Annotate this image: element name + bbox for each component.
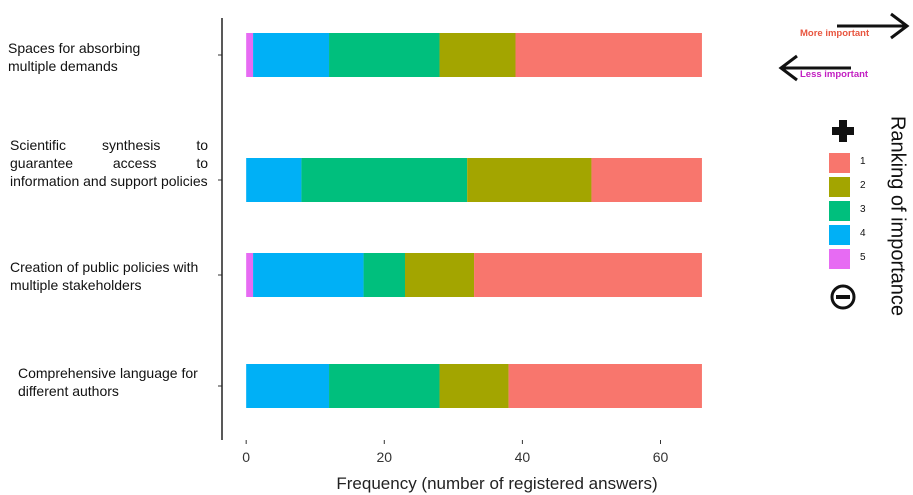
category-label-comprehensive-language: Comprehensive language for different aut…	[18, 365, 198, 399]
bar-segment-rank-3-creation-of-public-polic	[363, 253, 405, 297]
legend-item-2: 2	[829, 177, 889, 197]
bar-segment-rank-3-scientific-synthesis-to-	[301, 158, 468, 202]
minus-circle-icon	[830, 284, 856, 310]
legend-title: Ranking of importance	[886, 115, 909, 317]
bar-segment-rank-1-comprehensive-language-f	[508, 364, 702, 408]
x-tick-label: 60	[653, 449, 669, 465]
legend-item-4: 4	[829, 225, 889, 245]
bar-segment-rank-2-scientific-synthesis-to-	[467, 158, 592, 202]
bar-segment-rank-4-spaces-for-absorbing-mul	[253, 33, 330, 77]
legend-swatch-1	[829, 153, 850, 173]
legend-swatch-3	[829, 201, 850, 221]
legend-label-1: 1	[860, 156, 866, 167]
bar-segment-rank-5-spaces-for-absorbing-mul	[246, 33, 254, 77]
bar-segment-rank-3-comprehensive-language-f	[329, 364, 440, 408]
less-important-label: Less important	[800, 69, 869, 80]
bar-segment-rank-1-creation-of-public-polic	[474, 253, 702, 297]
bar-segment-rank-5-creation-of-public-polic	[246, 253, 254, 297]
right-arrow-icon	[837, 12, 910, 40]
legend-item-5: 5	[829, 249, 889, 269]
bar-segment-rank-4-comprehensive-language-f	[246, 364, 330, 408]
bar-segment-rank-2-spaces-for-absorbing-mul	[439, 33, 516, 77]
legend-label-3: 3	[860, 204, 866, 215]
legend-item-3: 3	[829, 201, 889, 221]
x-tick-label: 40	[515, 449, 531, 465]
legend-item-1: 1	[829, 153, 889, 173]
bar-segment-rank-2-comprehensive-language-f	[439, 364, 509, 408]
bar-segment-rank-2-creation-of-public-polic	[405, 253, 475, 297]
x-axis: 0 20 40 60	[221, 18, 669, 465]
category-label-scientific-synthesis: Scientific synthesis to guarantee access…	[10, 137, 208, 189]
x-tick-label: 20	[376, 449, 392, 465]
more-important-label: More important	[800, 28, 870, 39]
category-label-spaces: Spaces for absorbing multiple demands	[8, 40, 141, 74]
legend-label-4: 4	[860, 228, 866, 239]
category-label-public-policies: Creation of public policies with multipl…	[10, 259, 199, 293]
legend-label-2: 2	[860, 180, 866, 191]
x-axis-label: Frequency (number of registered answers)	[336, 474, 657, 493]
legend-swatch-4	[829, 225, 850, 245]
plus-icon	[832, 120, 854, 142]
bar-segment-rank-1-spaces-for-absorbing-mul	[515, 33, 702, 77]
bars-layer	[218, 33, 702, 408]
legend-swatch-2	[829, 177, 850, 197]
bar-segment-rank-4-scientific-synthesis-to-	[246, 158, 302, 202]
bar-segment-rank-1-scientific-synthesis-to-	[591, 158, 702, 202]
x-tick-label: 0	[242, 449, 250, 465]
bar-segment-rank-4-creation-of-public-polic	[253, 253, 364, 297]
legend-label-5: 5	[860, 252, 866, 263]
legend-swatch-5	[829, 249, 850, 269]
left-arrow-icon	[778, 54, 851, 82]
bar-segment-rank-3-spaces-for-absorbing-mul	[329, 33, 440, 77]
